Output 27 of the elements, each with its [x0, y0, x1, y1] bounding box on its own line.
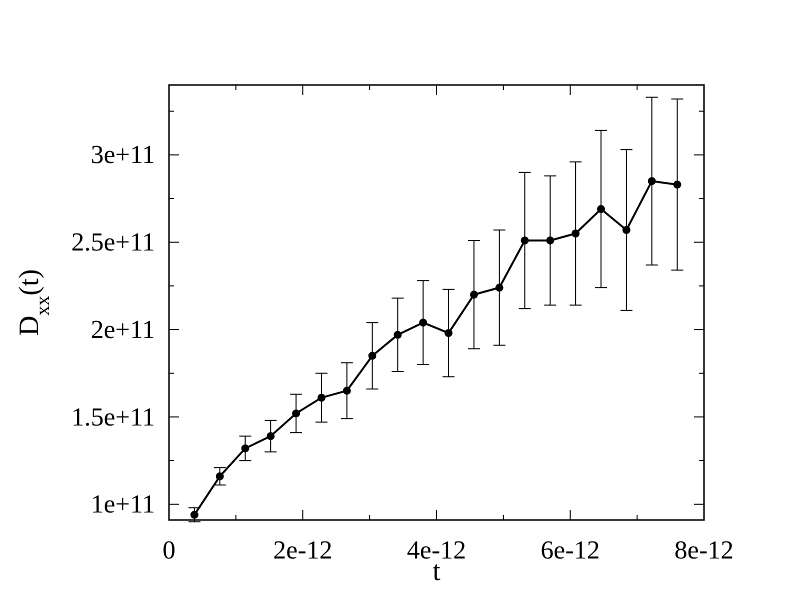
x-tick-label: 6e-12 — [540, 535, 600, 564]
x-tick-label: 8e-12 — [674, 535, 734, 564]
point — [342, 386, 351, 395]
point — [622, 226, 630, 234]
y-tick-label: 2.5e+11 — [71, 228, 155, 257]
point — [444, 329, 453, 338]
y-tick-label: 1e+11 — [90, 490, 155, 519]
y-tick-label: 1.5e+11 — [71, 402, 155, 432]
point — [673, 180, 682, 189]
point — [241, 444, 250, 452]
y-tick-label: 3e+11 — [90, 140, 155, 170]
point — [394, 330, 402, 339]
point — [572, 230, 580, 238]
point — [495, 284, 504, 292]
point — [546, 236, 554, 244]
point — [419, 318, 428, 327]
point — [266, 432, 275, 440]
x-tick-label: 0 — [162, 535, 176, 564]
x-tick-label: 2e-12 — [273, 535, 332, 564]
point — [470, 290, 478, 299]
point — [520, 236, 529, 244]
point — [317, 394, 326, 402]
point — [648, 177, 656, 186]
point — [597, 205, 605, 214]
point — [368, 352, 376, 360]
y-tick-label: 2e+11 — [90, 314, 155, 344]
point — [292, 409, 300, 418]
